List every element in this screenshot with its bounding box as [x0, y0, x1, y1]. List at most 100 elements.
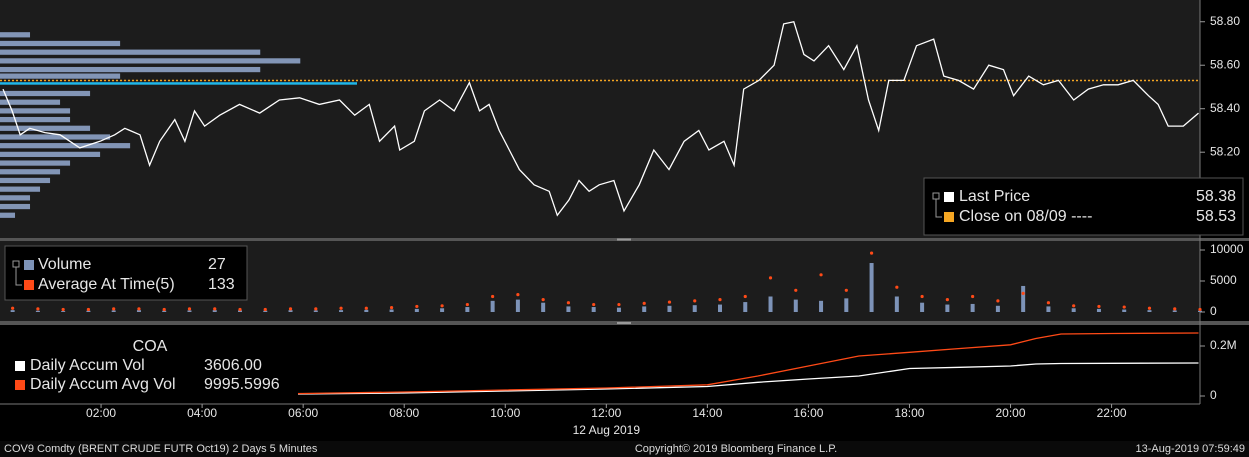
volume-bar	[389, 309, 394, 313]
footer-bar	[0, 441, 1249, 457]
x-tick-label: 14:00	[692, 406, 722, 420]
x-tick-label: 18:00	[894, 406, 924, 420]
date-label: 12 Aug 2019	[573, 423, 641, 437]
x-tick-label: 06:00	[288, 406, 318, 420]
volume-bar	[1198, 310, 1202, 313]
volume-bar	[920, 302, 925, 313]
y-tick-label: 0	[1210, 388, 1217, 402]
average-dot	[288, 307, 293, 311]
profile-bar	[0, 151, 101, 157]
profile-bar	[0, 160, 71, 166]
volume-bar	[1096, 308, 1101, 313]
volume-bar	[642, 306, 647, 313]
profile-bar	[0, 58, 301, 64]
legend-value: 3606.00	[204, 357, 262, 374]
average-dot	[869, 251, 874, 255]
average-dot	[718, 297, 722, 302]
x-tick-label: 12:00	[591, 406, 621, 420]
x-tick-label: 02:00	[86, 406, 116, 420]
legend-label: Daily Accum Avg Vol	[30, 376, 176, 393]
average-dot	[642, 301, 646, 305]
average-dot	[743, 294, 747, 299]
splitter-handle[interactable]	[617, 238, 631, 241]
volume-bar	[1071, 308, 1076, 313]
volume-bar	[364, 309, 369, 313]
average-dot	[1072, 304, 1076, 308]
profile-bar	[0, 177, 51, 184]
average-dot	[86, 307, 91, 312]
legend: COA Daily Accum Vol 3606.00 Daily Accum …	[15, 338, 280, 393]
volume-bar	[162, 310, 167, 313]
x-tick-label: 08:00	[389, 406, 419, 420]
profile-bar	[0, 32, 31, 38]
volume-bar	[718, 304, 722, 313]
average-dot	[1097, 304, 1101, 309]
volume-bar	[35, 310, 40, 313]
average-dot	[465, 302, 469, 307]
volume-bar	[440, 308, 445, 313]
average-dot	[263, 307, 267, 312]
average-dot	[364, 306, 368, 310]
average-dot	[213, 307, 217, 311]
legend-label: Close on 08/09 ----	[959, 208, 1092, 225]
profile-bar	[0, 125, 91, 131]
legend-swatch	[24, 280, 34, 290]
average-dot	[440, 304, 444, 308]
volume-bar	[288, 310, 293, 313]
average-dot	[491, 294, 495, 299]
volume-bar	[793, 299, 798, 313]
volume-bar	[743, 302, 748, 313]
splitter-handle[interactable]	[617, 322, 631, 324]
volume-bar	[339, 310, 344, 313]
average-dot	[667, 300, 672, 304]
profile-bar	[0, 134, 111, 140]
legend-label: Last Price	[959, 188, 1030, 205]
y-tick-label: 0.2M	[1210, 338, 1237, 352]
volume-bar	[1172, 310, 1177, 313]
profile-bar	[0, 99, 61, 105]
volume-bar	[490, 300, 495, 313]
average-dot	[516, 293, 520, 297]
legend-label: Average At Time(5)	[38, 276, 175, 293]
x-tick-label: 04:00	[187, 406, 217, 420]
average-dot	[693, 299, 697, 303]
y-tick-label: 58.20	[1210, 144, 1240, 158]
average-dot	[1046, 301, 1051, 305]
legend-value: 9995.5996	[204, 376, 280, 393]
average-dot	[920, 294, 924, 299]
average-dot	[844, 288, 848, 292]
legend-box	[4, 245, 248, 301]
volume-bar	[616, 307, 621, 313]
legend-swatch	[944, 212, 954, 222]
average-dot	[971, 294, 975, 299]
volume-bar	[768, 296, 773, 313]
volume-bar	[844, 298, 849, 313]
volume-bar	[995, 305, 1000, 313]
average-dot	[592, 302, 596, 307]
volume-bar	[1122, 309, 1127, 313]
legend-value: 27	[208, 256, 226, 273]
profile-bar	[0, 73, 121, 79]
average-dot	[61, 307, 65, 312]
legend-tree	[932, 192, 942, 218]
average-dot	[1122, 305, 1126, 309]
volume-bar	[212, 310, 217, 313]
average-dot	[1173, 307, 1177, 311]
volume-bar	[541, 302, 546, 313]
profile-bar	[0, 186, 41, 192]
y-tick-label: 0	[1210, 304, 1217, 318]
volume-bar	[136, 310, 141, 313]
profile-bar	[0, 82, 357, 85]
average-dot	[11, 306, 15, 310]
average-dot	[1198, 307, 1202, 312]
average-dot	[996, 299, 1000, 303]
series-line	[2, 20, 1199, 217]
volume-bar	[1046, 306, 1051, 313]
legend-swatch	[24, 260, 34, 270]
volume-bar	[970, 303, 975, 313]
volume-bar	[945, 304, 950, 313]
legend: Last Price 58.38 Close on 08/09 ---- 58.…	[944, 188, 1236, 225]
average-dot	[112, 307, 116, 311]
